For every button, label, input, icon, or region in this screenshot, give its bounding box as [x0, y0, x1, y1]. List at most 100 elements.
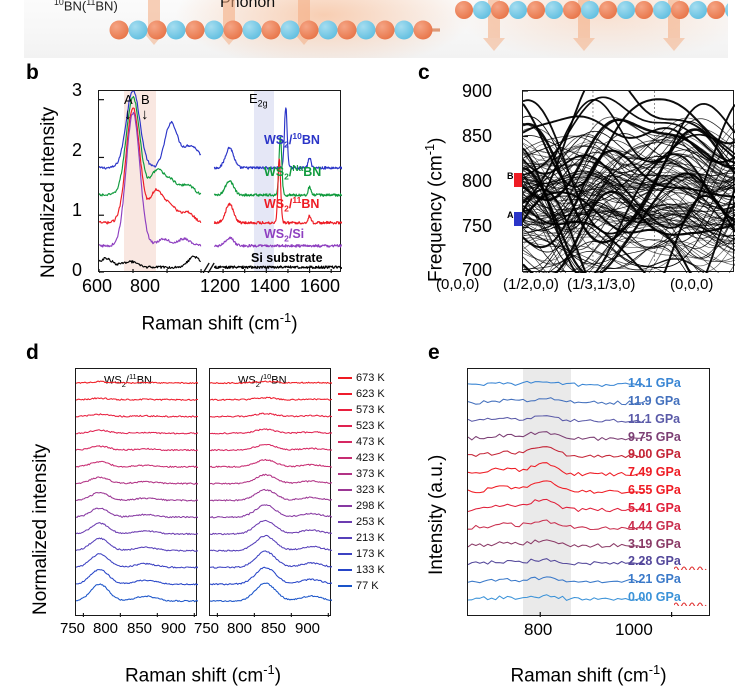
panel-c-xtick-0: (0,0,0) — [436, 276, 480, 293]
panel-e-trace-label: 9.75 GPa — [628, 429, 681, 444]
panel-d-left-traces — [76, 380, 198, 617]
panel-d-subplot-title-left: WS2/11BN — [104, 372, 152, 389]
panel-d: d Normalized intensity Raman shift (cm-1… — [0, 340, 420, 700]
legend-label: 323 K — [356, 483, 385, 496]
panel-b-plot-frame: A B ↓ ↓ E2g WS2/10BN WS2/NaBN WS2/11BN W… — [98, 90, 342, 273]
panel-c-marker-A-swatch — [514, 212, 523, 226]
panel-d-right-xtick-800: 800 — [227, 620, 253, 637]
legend-color-swatch — [338, 440, 352, 443]
legend-color-swatch — [338, 488, 352, 491]
panel-d-right-xtick-900: 900 — [295, 620, 321, 637]
panel-b-ytick-1: 1 — [72, 200, 83, 220]
panel-d-legend-item: 523 K — [338, 418, 385, 433]
panel-d-legend-item: 323 K — [338, 482, 385, 497]
panel-c-letter: c — [418, 61, 430, 84]
panel-d-letter: d — [26, 341, 39, 364]
atom-chain-diagram — [109, 0, 728, 51]
legend-label: 253 K — [356, 515, 385, 528]
panel-e-xtick-1000: 1000 — [615, 620, 653, 639]
panel-d-legend-item: 133 K — [338, 562, 385, 577]
panel-d-legend-item: 673 K — [338, 370, 385, 385]
panel-e-trace-label: 0.00 GPa — [628, 590, 681, 604]
panel-e-letter: e — [428, 341, 440, 364]
legend-label: 473 K — [356, 435, 385, 448]
panel-c-marker-B-label: B — [507, 171, 514, 181]
legend-label: 173 K — [356, 547, 385, 560]
phonon-label: Phonon — [220, 0, 276, 11]
legend-color-swatch — [338, 568, 352, 571]
legend-color-swatch — [338, 536, 352, 539]
legend-label: 213 K — [356, 531, 385, 544]
panel-b-xtick-600: 600 — [82, 276, 113, 296]
legend-label: 573 K — [356, 403, 385, 416]
panel-d-legend-item: 213 K — [338, 530, 385, 545]
panel-d-plot-frame-right: WS2/10BN — [209, 368, 332, 617]
panel-b-xtick-1200: 1200 — [200, 276, 241, 296]
panel-b-ytick-0: 0 — [72, 260, 83, 280]
panel-d-right-xtick-850: 850 — [261, 620, 287, 637]
panel-d-y-axis-title: Normalized intensity — [30, 443, 51, 615]
panel-b-curve-label-si-substrate: Si substrate — [251, 251, 323, 265]
legend-color-swatch — [338, 456, 352, 459]
panel-b-y-axis-title: Normalized intensity — [38, 106, 59, 278]
panel-e-trace-label: 2.28 GPa — [628, 554, 681, 569]
panel-d-legend-item: 173 K — [338, 546, 385, 561]
panel-b-annotation-A: A — [124, 92, 133, 107]
panel-b-xtick-1400: 1400 — [250, 276, 291, 296]
panel-c-y-axis-title: Frequency (cm-1) — [422, 137, 447, 282]
panel-d-right-traces — [210, 380, 332, 617]
legend-color-swatch — [338, 472, 352, 475]
panel-b-curve-label-10bn: WS2/10BN — [264, 131, 320, 150]
legend-label: 623 K — [356, 387, 385, 400]
legend-label: 298 K — [356, 499, 385, 512]
panel-b-shade-e2g — [254, 91, 274, 271]
panel-b-x-axis-title: Raman shift (cm-1) — [141, 310, 298, 335]
legend-color-swatch — [338, 424, 352, 427]
panel-d-legend-item: 623 K — [338, 386, 385, 401]
panel-d-left-xtick-750: 750 — [60, 620, 86, 637]
panel-e-trace-label: 6.55 GPa — [628, 483, 681, 497]
panel-e-plot-frame: 14.1 GPa 11.9 GPa 11.1 GPa 9.75 GPa 9.00 GPa… — [467, 368, 711, 617]
isotope-label: 10BN(11BN) — [54, 0, 118, 14]
panel-b-ytick-3: 3 — [72, 80, 83, 100]
panel-d-legend-item: 573 K — [338, 402, 385, 417]
legend-label: 133 K — [356, 563, 385, 576]
panel-b-xtick-1600: 1600 — [300, 276, 341, 296]
panel-e-trace-labels: 14.1 GPa 11.9 GPa 11.1 GPa 9.75 GPa 9.00 GPa… — [468, 369, 711, 617]
panel-e-y-axis-title: Intensity (a.u.) — [426, 454, 447, 575]
panel-c-ytick-850: 850 — [462, 126, 493, 146]
panel-b: b Normalized intensity Raman shift (cm-1… — [0, 60, 400, 340]
panel-e-trace-label: 7.49 GPa — [628, 465, 681, 480]
panel-c-marker-B-swatch — [514, 173, 523, 187]
panel-d-left-xtick-900: 900 — [161, 620, 187, 637]
panel-e-trace-label: 1.21 GPa — [628, 572, 681, 587]
panel-e-trace-label: 14.1 GPa — [628, 376, 681, 390]
panel-c-ytick-800: 800 — [462, 171, 493, 191]
panel-c-phonon-dispersion — [523, 91, 735, 273]
legend-color-swatch — [338, 408, 352, 411]
legend-label: 523 K — [356, 419, 385, 432]
panel-b-curve-label-si: WS2/Si — [264, 227, 305, 244]
panel-d-x-axis-title: Raman shift (cm-1) — [124, 662, 282, 687]
panel-b-xtick-800: 800 — [130, 276, 161, 296]
panel-a-schematic: 10BN(11BN) Phonon — [24, 0, 728, 58]
legend-color-swatch — [338, 584, 352, 587]
spellcheck-squiggle-icon — [674, 566, 707, 571]
panel-b-ytick-2: 2 — [72, 140, 83, 160]
panel-d-right-xtick-750: 750 — [194, 620, 220, 637]
panel-c: c Frequency (cm-1) 900 850 800 750 700 B… — [400, 60, 750, 340]
panel-b-spectra — [99, 91, 342, 273]
panel-d-legend-item: 473 K — [338, 434, 385, 449]
panel-d-legend-item: 253 K — [338, 514, 385, 529]
panel-c-xtick-1: (1/2,0,0) — [503, 276, 559, 293]
panel-e-trace-label: 11.9 GPa — [628, 393, 681, 408]
legend-label: 423 K — [356, 451, 385, 464]
panel-c-marker-A-label: A — [507, 210, 514, 220]
panel-b-arrow-A-icon: ↓ — [124, 106, 132, 123]
legend-label: 77 K — [356, 579, 379, 592]
panel-e-pressure-traces — [468, 380, 673, 617]
panel-e: e Intensity (a.u.) Raman shift (cm-1) 14… — [420, 340, 750, 700]
panel-b-annotation-E2g: E2g — [249, 91, 268, 109]
panel-d-left-xtick-800: 800 — [93, 620, 119, 637]
panel-e-trace-label: 4.44 GPa — [628, 518, 681, 533]
